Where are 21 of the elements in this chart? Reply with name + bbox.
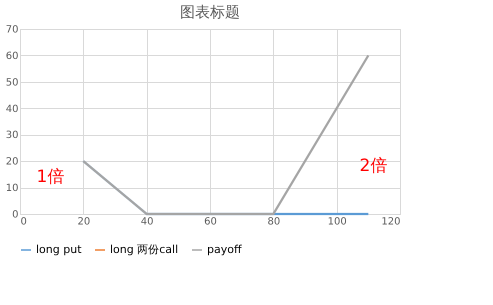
x-tick-label: 0 (20, 216, 27, 228)
y-tick-label: 30 (6, 130, 18, 142)
y-tick-label: 0 (12, 210, 18, 220)
legend-label: long put (36, 243, 82, 256)
legend-label: payoff (207, 243, 242, 256)
y-tick-label: 70 (6, 24, 18, 36)
y-tick-label: 20 (6, 156, 18, 168)
x-tick-label: 40 (140, 216, 154, 228)
x-tick-label: 120 (381, 216, 400, 228)
x-tick-label: 20 (77, 216, 90, 228)
y-tick-label: 60 (6, 50, 18, 62)
annotation: 2倍 (359, 156, 388, 176)
x-tick-label: 80 (267, 216, 280, 228)
y-tick-label: 40 (6, 104, 18, 115)
y-tick-label: 50 (6, 77, 18, 88)
legend-label: long 两份call (110, 243, 178, 256)
x-tick-label: 100 (328, 216, 347, 228)
y-tick-label: 10 (6, 183, 18, 194)
x-tick-label: 60 (204, 216, 217, 228)
chart-title: 图表标题 (180, 3, 240, 21)
annotation: 1倍 (36, 167, 64, 187)
